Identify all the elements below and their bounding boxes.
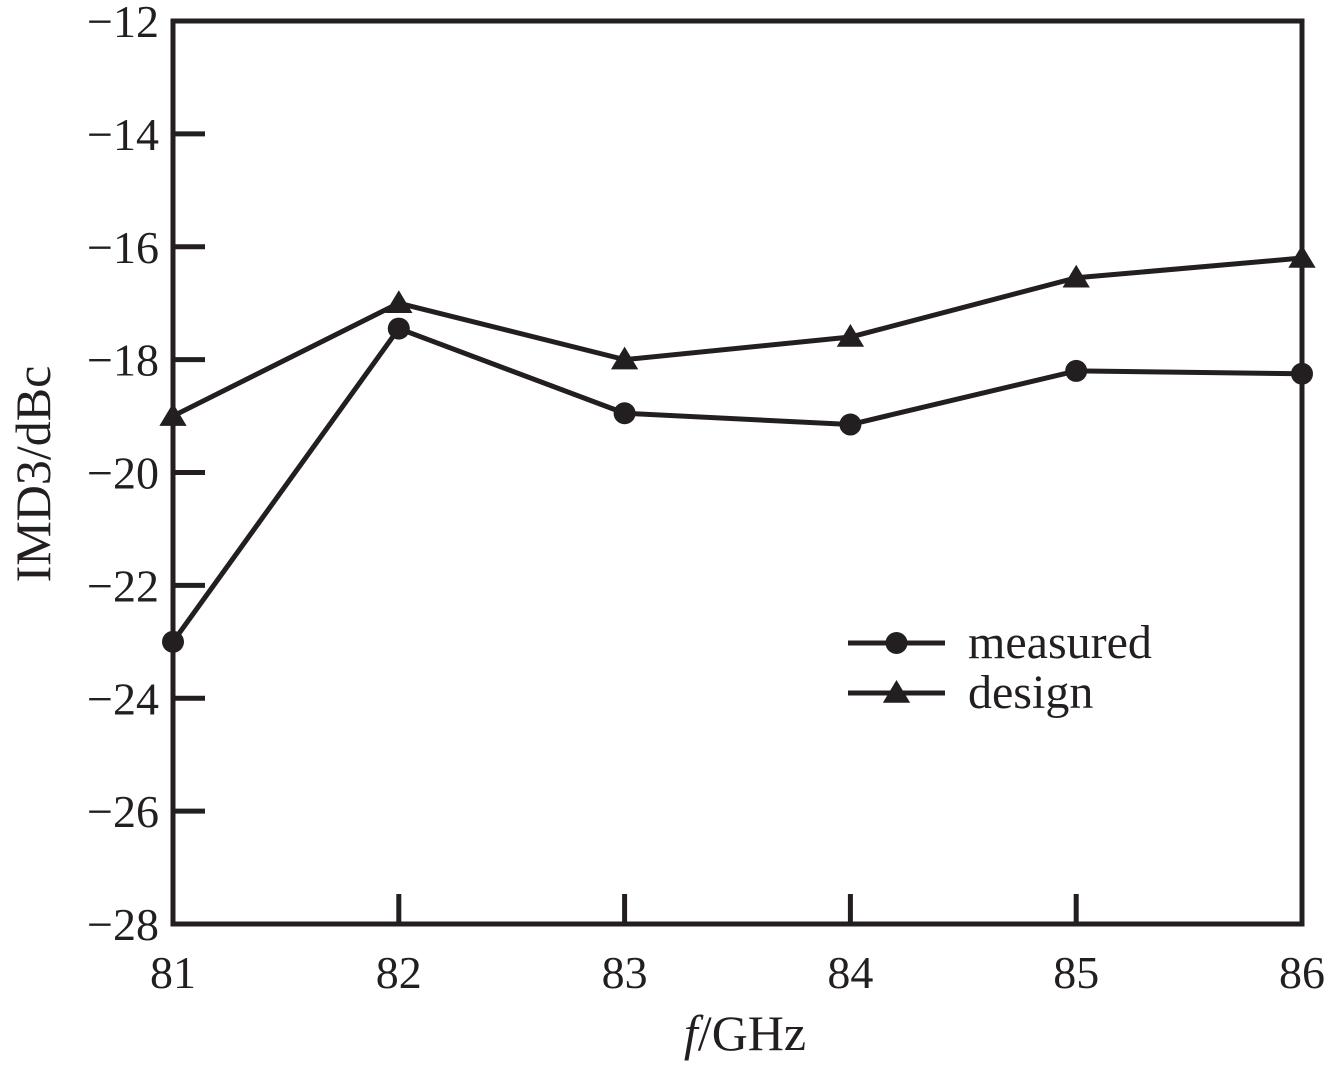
legend-entry-design: design: [848, 666, 1093, 719]
y-tick-label: −22: [87, 560, 159, 611]
data-point-design: [610, 346, 639, 370]
y-tick-label: −16: [87, 222, 159, 273]
legend-label-measured: measured: [968, 616, 1152, 669]
data-point-design: [385, 290, 413, 313]
x-axis-title-unit: /GHz: [698, 1005, 806, 1061]
x-tick-label: 86: [1279, 947, 1325, 998]
data-point-measured: [839, 413, 862, 436]
y-tick-label: −26: [87, 786, 159, 837]
y-tick-label: −20: [87, 448, 159, 499]
x-axis-title: f/GHz: [684, 1005, 806, 1061]
y-tick-label: −24: [87, 673, 159, 724]
series-design: [159, 245, 1316, 426]
data-point-measured: [1291, 362, 1313, 385]
y-axis-title: IMD3/dBc: [5, 366, 61, 583]
data-point-measured: [613, 402, 636, 425]
y-tick-label: −14: [87, 109, 159, 160]
series-measured: [162, 317, 1313, 653]
data-point-measured: [162, 630, 184, 653]
series-line-measured: [170, 326, 1303, 644]
x-tick-label: 83: [602, 947, 648, 998]
y-tick-label: −12: [87, 0, 159, 47]
legend-label-design: design: [968, 666, 1093, 719]
x-tick-label: 85: [1053, 947, 1099, 998]
plot-area: [170, 18, 1305, 927]
x-tick-label: 81: [150, 947, 196, 998]
data-point-measured: [387, 317, 410, 340]
legend-entry-measured: measured: [848, 616, 1152, 669]
axes: −28 −26 −24 −22 −20 −18 −16 −14 −12 81 82 83 84 85 86: [87, 0, 1325, 998]
data-point-design: [159, 403, 187, 426]
x-tick-label: 82: [376, 947, 422, 998]
x-tick-label: 84: [827, 947, 873, 998]
series-group: [159, 245, 1316, 653]
legend-marker-design: [882, 680, 911, 703]
legend-marker-measured: [885, 632, 908, 654]
series-line-design: [171, 255, 1303, 419]
data-point-design: [1288, 245, 1316, 268]
data-point-design: [1062, 264, 1090, 288]
y-tick-label: −18: [87, 335, 159, 386]
y-tick-label: −28: [87, 899, 159, 950]
plot-frame: [170, 18, 1305, 927]
data-point-design: [836, 324, 865, 347]
data-point-measured: [1065, 359, 1088, 382]
